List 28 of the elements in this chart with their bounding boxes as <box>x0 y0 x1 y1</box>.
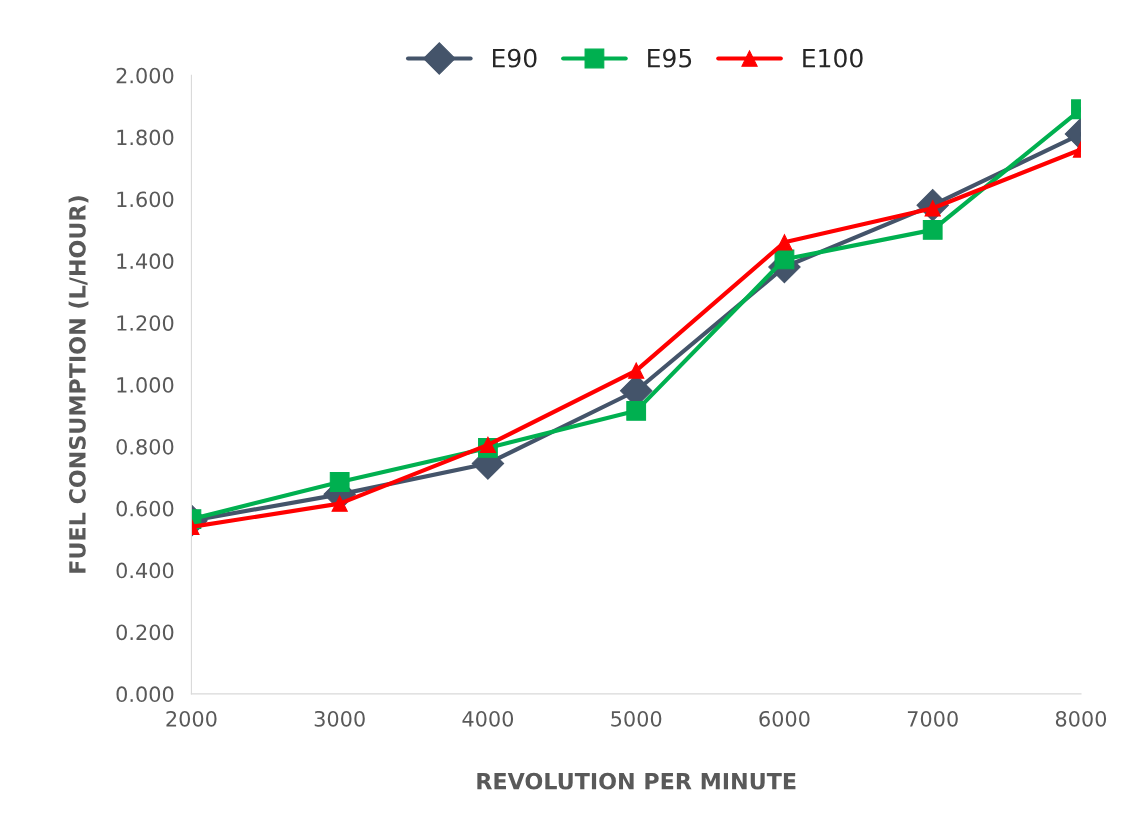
point <box>626 400 647 421</box>
y-tick-label: 1.000 <box>117 377 174 393</box>
x-axis-title: REVOLUTION PER MINUTE <box>477 772 796 790</box>
x-tick-label: 8000 <box>1055 710 1107 727</box>
y-tick-label: 0.400 <box>116 562 174 579</box>
y-tick-label: 0.000 <box>116 686 174 703</box>
legend-label: E100 <box>803 48 863 68</box>
y-tick-label: 0.800 <box>116 438 174 455</box>
legend-label: E90 <box>493 48 537 68</box>
y-axis-title: FUEL CONSUMPTION (L/HOUR) <box>68 196 89 573</box>
y-tick-label: 1.400 <box>117 253 174 270</box>
point <box>774 249 795 270</box>
y-tick-label: 1.600 <box>117 191 174 208</box>
y-tick-label: 1.800 <box>117 129 174 146</box>
y-tick-label: 2.000 <box>116 67 174 84</box>
point <box>628 362 645 379</box>
point <box>479 436 497 454</box>
y-tick-label: 0.600 <box>116 500 174 517</box>
legend-label: E95 <box>648 48 692 68</box>
y-tick-label: 0.200 <box>116 624 174 641</box>
x-tick-label: 2000 <box>166 710 217 727</box>
x-tick-label: 4000 <box>462 710 514 727</box>
y-tick-label: 1.200 <box>117 315 174 331</box>
point <box>776 234 793 251</box>
x-tick-label: 7000 <box>907 710 958 727</box>
x-tick-label: 3000 <box>314 710 365 727</box>
x-tick-label: 5000 <box>611 710 662 727</box>
x-tick-label: 6000 <box>759 710 810 727</box>
